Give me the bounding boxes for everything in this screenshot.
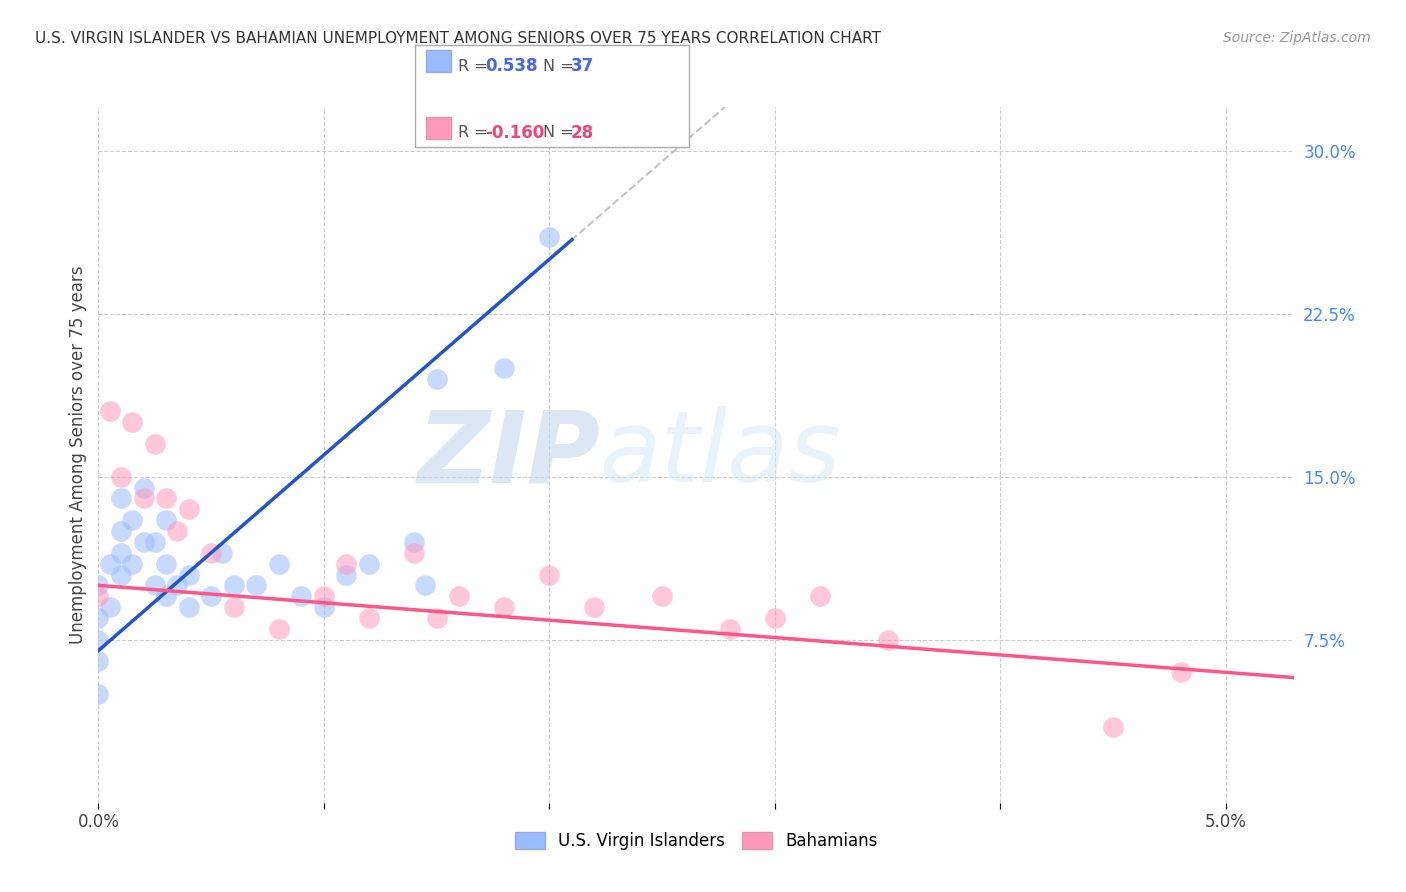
Point [404, 534, 426, 549]
Text: N =: N = [543, 59, 579, 73]
Point [155, 589, 177, 603]
Point [155, 513, 177, 527]
Point [121, 557, 143, 571]
Point [449, 589, 471, 603]
Point [200, 589, 222, 603]
Point [211, 546, 233, 560]
Point [132, 491, 155, 506]
Point [538, 230, 561, 244]
Point [494, 600, 516, 615]
Point [1170, 665, 1192, 680]
Point [132, 534, 155, 549]
Point [357, 611, 380, 625]
Point [155, 557, 177, 571]
Point [166, 578, 188, 592]
Point [87, 632, 110, 647]
Text: atlas: atlas [600, 407, 842, 503]
Point [404, 546, 426, 560]
Text: R =: R = [458, 126, 494, 140]
Point [166, 524, 188, 538]
Point [312, 589, 335, 603]
Point [538, 567, 561, 582]
Point [121, 513, 143, 527]
Text: Source: ZipAtlas.com: Source: ZipAtlas.com [1223, 31, 1371, 45]
Point [222, 600, 245, 615]
Point [110, 567, 132, 582]
Point [87, 655, 110, 669]
Y-axis label: Unemployment Among Seniors over 75 years: Unemployment Among Seniors over 75 years [69, 266, 87, 644]
Point [98, 600, 121, 615]
Point [1102, 720, 1125, 734]
Point [87, 578, 110, 592]
Point [290, 589, 312, 603]
Point [98, 557, 121, 571]
Point [143, 534, 166, 549]
Point [121, 415, 143, 429]
Point [87, 687, 110, 701]
Point [110, 524, 132, 538]
Point [177, 600, 200, 615]
Point [200, 546, 222, 560]
Text: N =: N = [543, 126, 579, 140]
Point [177, 567, 200, 582]
Point [143, 437, 166, 451]
Point [87, 589, 110, 603]
Point [132, 481, 155, 495]
Point [415, 578, 437, 592]
Point [155, 491, 177, 506]
Point [222, 578, 245, 592]
Point [245, 578, 267, 592]
Point [87, 611, 110, 625]
Point [808, 589, 831, 603]
Point [312, 600, 335, 615]
Point [876, 632, 898, 647]
Point [177, 502, 200, 516]
Point [357, 557, 380, 571]
Point [763, 611, 786, 625]
Point [143, 578, 166, 592]
Text: ZIP: ZIP [418, 407, 600, 503]
Point [583, 600, 606, 615]
Text: 37: 37 [571, 57, 595, 75]
Point [267, 622, 290, 636]
Point [110, 469, 132, 483]
Point [110, 546, 132, 560]
Point [110, 491, 132, 506]
Text: 0.538: 0.538 [485, 57, 537, 75]
Point [718, 622, 741, 636]
Text: R =: R = [458, 59, 494, 73]
Text: U.S. VIRGIN ISLANDER VS BAHAMIAN UNEMPLOYMENT AMONG SENIORS OVER 75 YEARS CORREL: U.S. VIRGIN ISLANDER VS BAHAMIAN UNEMPLO… [35, 31, 882, 46]
Point [267, 557, 290, 571]
Point [98, 404, 121, 418]
Point [426, 372, 449, 386]
Point [651, 589, 673, 603]
Text: 28: 28 [571, 124, 593, 142]
Point [494, 360, 516, 375]
Text: -0.160: -0.160 [485, 124, 544, 142]
Point [335, 567, 357, 582]
Legend: U.S. Virgin Islanders, Bahamians: U.S. Virgin Islanders, Bahamians [508, 826, 884, 857]
Point [426, 611, 449, 625]
Point [335, 557, 357, 571]
